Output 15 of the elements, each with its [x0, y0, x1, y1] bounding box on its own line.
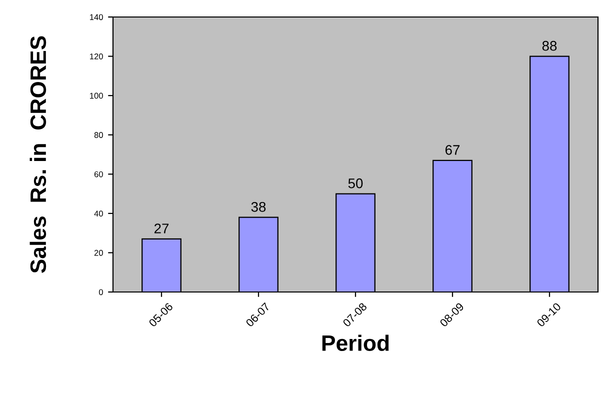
- y-tick-label: 120: [90, 53, 103, 60]
- data-label: 50: [348, 178, 363, 188]
- annotation: 88: [542, 40, 557, 51]
- y-tick-label: 0: [98, 289, 103, 296]
- y-tick-label: 20: [94, 250, 103, 256]
- data-label: 38: [251, 202, 266, 212]
- data-label: 27: [154, 224, 169, 234]
- y-tick-label: 100: [90, 92, 103, 99]
- y-tick-label: 40: [94, 210, 103, 217]
- y-tick-label: 140: [90, 14, 103, 20]
- x-axis-title: Period: [322, 334, 389, 352]
- y-axis-title: Sales Rs. in CRORES: [30, 36, 46, 274]
- y-tick-label: 80: [94, 132, 103, 138]
- y-tick-label: 60: [94, 171, 103, 178]
- data-label: 67: [445, 145, 460, 155]
